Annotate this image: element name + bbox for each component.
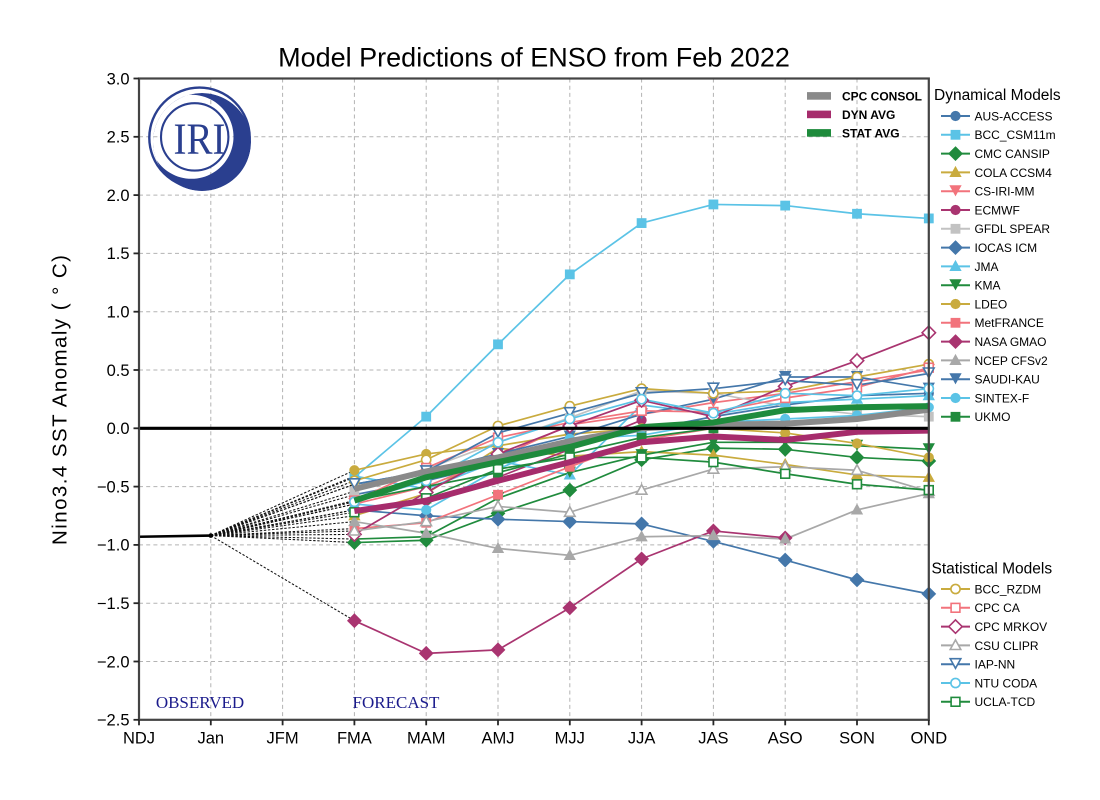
svg-text:CSU CLIPR: CSU CLIPR: [975, 639, 1039, 653]
svg-text:NASA GMAO: NASA GMAO: [975, 335, 1047, 349]
svg-text:AMJ: AMJ: [482, 729, 515, 747]
svg-text:JJA: JJA: [628, 729, 656, 747]
svg-text:NTU CODA: NTU CODA: [975, 676, 1038, 690]
svg-text:KMA: KMA: [975, 279, 1001, 293]
svg-text:MJJ: MJJ: [555, 729, 585, 747]
svg-text:MetFRANCE: MetFRANCE: [975, 316, 1044, 330]
svg-text:2.0: 2.0: [107, 187, 130, 205]
svg-text:JAS: JAS: [698, 729, 728, 747]
svg-text:−2.0: −2.0: [97, 653, 130, 671]
svg-text:OND: OND: [910, 729, 947, 747]
svg-text:2.5: 2.5: [107, 129, 130, 147]
svg-text:IOCAS ICM: IOCAS ICM: [975, 241, 1038, 255]
svg-text:NDJ: NDJ: [123, 729, 155, 747]
svg-text:Statistical Models: Statistical Models: [932, 561, 1053, 578]
svg-text:NCEP CFSv2: NCEP CFSv2: [975, 354, 1048, 368]
svg-text:0.5: 0.5: [107, 362, 130, 380]
svg-text:JMA: JMA: [975, 260, 999, 274]
svg-text:STAT AVG: STAT AVG: [842, 127, 900, 141]
svg-text:−2.5: −2.5: [97, 712, 130, 730]
svg-text:IAP-NN: IAP-NN: [975, 658, 1016, 672]
svg-text:OBSERVED: OBSERVED: [156, 693, 244, 712]
svg-text:JFM: JFM: [267, 729, 299, 747]
svg-text:CPC CONSOL: CPC CONSOL: [842, 90, 922, 104]
svg-text:Dynamical Models: Dynamical Models: [934, 87, 1061, 104]
svg-text:1.0: 1.0: [107, 304, 130, 322]
svg-text:3.0: 3.0: [107, 70, 130, 88]
svg-text:UCLA-TCD: UCLA-TCD: [975, 695, 1036, 709]
svg-text:BCC_CSM11m: BCC_CSM11m: [975, 128, 1056, 142]
svg-text:−0.5: −0.5: [97, 478, 130, 496]
svg-text:Jan: Jan: [197, 729, 224, 747]
svg-text:CPC CA: CPC CA: [975, 601, 1020, 615]
svg-text:UKMO: UKMO: [975, 410, 1011, 424]
svg-text:SINTEX-F: SINTEX-F: [975, 391, 1030, 405]
svg-text:SAUDI-KAU: SAUDI-KAU: [975, 373, 1040, 387]
svg-text:ASO: ASO: [768, 729, 803, 747]
svg-text:GFDL SPEAR: GFDL SPEAR: [975, 222, 1051, 236]
svg-text:IRI: IRI: [174, 115, 226, 164]
svg-text:CS-IRI-MM: CS-IRI-MM: [975, 185, 1035, 199]
svg-text:CPC MRKOV: CPC MRKOV: [975, 620, 1048, 634]
svg-text:−1.5: −1.5: [97, 595, 130, 613]
svg-text:CMC CANSIP: CMC CANSIP: [975, 147, 1050, 161]
svg-text:DYN AVG: DYN AVG: [842, 108, 895, 122]
svg-text:0.0: 0.0: [107, 420, 130, 438]
svg-text:1.5: 1.5: [107, 245, 130, 263]
svg-text:COLA CCSM4: COLA CCSM4: [975, 166, 1053, 180]
svg-text:BCC_RZDM: BCC_RZDM: [975, 582, 1042, 596]
svg-text:MAM: MAM: [407, 729, 446, 747]
svg-text:SON: SON: [839, 729, 875, 747]
svg-text:Model Predictions of ENSO from: Model Predictions of ENSO from Feb 2022: [278, 43, 790, 73]
svg-text:ECMWF: ECMWF: [975, 203, 1020, 217]
svg-text:FMA: FMA: [337, 729, 372, 747]
svg-text:AUS-ACCESS: AUS-ACCESS: [975, 109, 1053, 123]
svg-text:Nino3.4 SST Anomaly ( ° C): Nino3.4 SST Anomaly ( ° C): [49, 255, 72, 545]
svg-text:LDEO: LDEO: [975, 297, 1008, 311]
svg-text:FORECAST: FORECAST: [353, 693, 441, 712]
svg-text:−1.0: −1.0: [97, 537, 130, 555]
